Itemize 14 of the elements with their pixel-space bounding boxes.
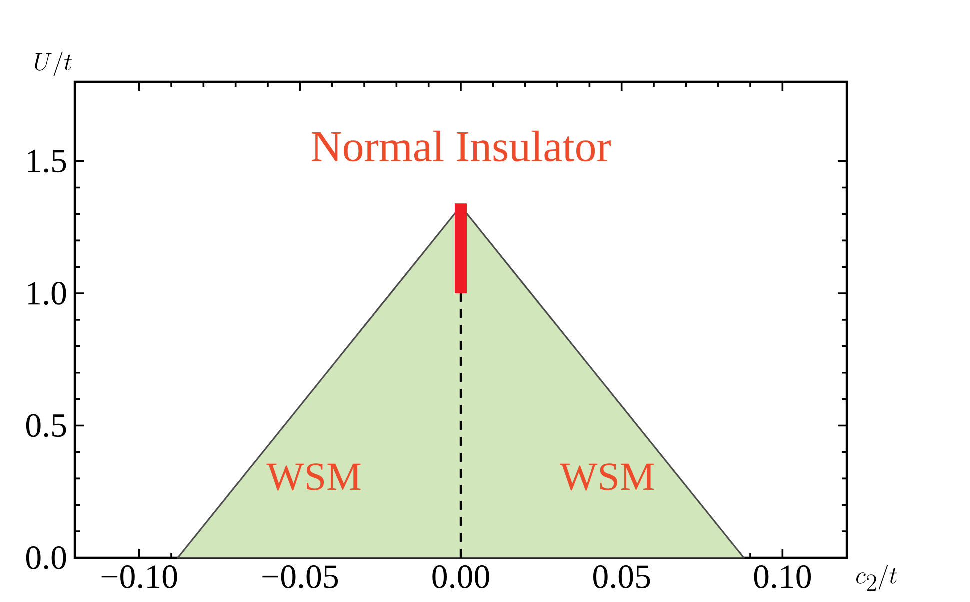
x-tick-label: 0.10 <box>754 566 812 589</box>
annotation: Normal Insulator <box>312 130 611 162</box>
annotation: WSM <box>560 464 654 491</box>
x-tick-label: 0.05 <box>594 566 650 589</box>
annotation: WSM <box>266 464 361 491</box>
x-axis-title: $c_2/t$ <box>856 565 898 592</box>
y-tick-label: 1.5 <box>28 150 66 173</box>
x-tick-label: 0.00 <box>432 566 490 589</box>
y-axis-title: $U/t$ <box>35 52 72 76</box>
x-tick-label: −0.05 <box>262 566 338 589</box>
y-tick-label: 1.0 <box>28 282 66 306</box>
y-tick-label: 0.5 <box>26 414 66 438</box>
y-tick-label: 0.0 <box>26 546 66 570</box>
x-tick-label: −0.10 <box>102 566 178 589</box>
